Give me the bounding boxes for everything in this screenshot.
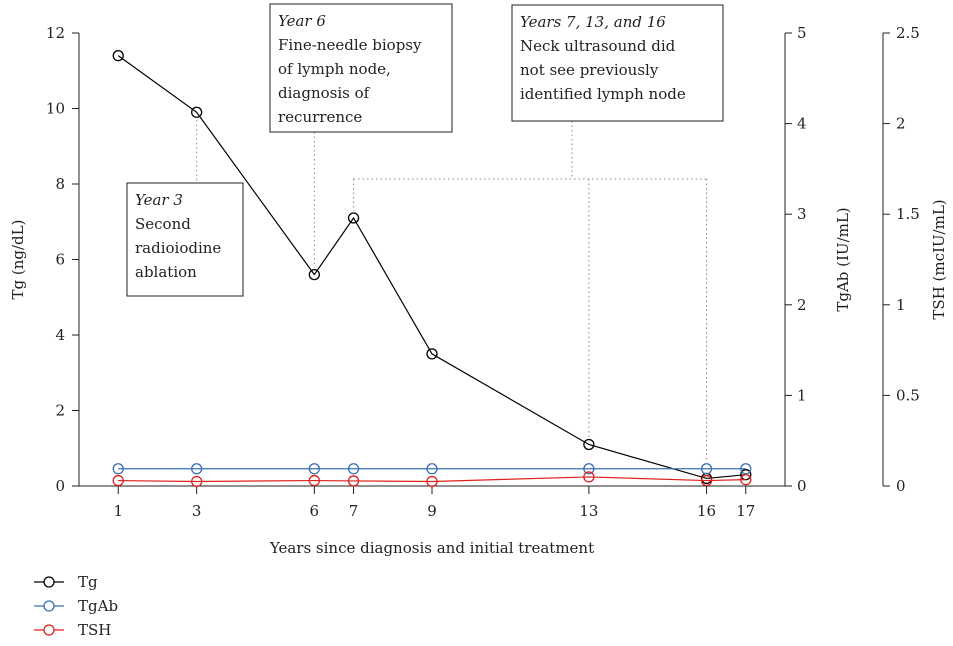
annotation-line: identified lymph node — [520, 85, 686, 103]
tg-line — [117, 55, 746, 480]
x-tick-label: 9 — [427, 502, 437, 520]
tsh-axis-title: TSH (mcIU/mL) — [930, 199, 948, 319]
tgab-point — [347, 463, 360, 475]
tg-axis-tick-label: 0 — [55, 477, 65, 495]
tgab-point — [308, 463, 320, 475]
tgab-point — [191, 463, 203, 475]
tg-point — [583, 438, 595, 451]
tg-point — [347, 212, 360, 224]
tsh-point — [583, 471, 595, 483]
tgab-point — [583, 463, 595, 475]
legend-swatch-marker — [43, 576, 55, 588]
annotation-line: recurrence — [278, 108, 362, 126]
annotation-line: of lymph node, — [278, 60, 391, 78]
tg-axis-tick-label: 4 — [55, 326, 65, 344]
x-tick-label: 16 — [697, 502, 716, 520]
legend-label: TgAb — [78, 597, 118, 615]
tsh-point — [191, 475, 203, 488]
tg-axis-tick-label: 8 — [55, 175, 65, 193]
annotation-title: Year 3 — [135, 191, 183, 209]
tsh-point — [426, 475, 438, 488]
tgab-axis-tick-label: 2 — [797, 296, 807, 314]
annotation-frame — [126, 182, 244, 297]
tg-point — [426, 348, 438, 360]
tgab-axis-title: TgAb (IU/mL) — [834, 207, 852, 311]
tg-point — [308, 268, 320, 281]
tgab-point — [700, 463, 713, 475]
legend-item-tgab: TgAb — [34, 597, 118, 615]
series-layer — [112, 50, 752, 488]
tg-axis-tick-label: 12 — [46, 24, 65, 42]
x-tick-label: 13 — [579, 502, 598, 520]
legend-swatch-marker — [43, 624, 55, 636]
tg-point — [191, 106, 203, 118]
annotation-line: not see previously — [520, 61, 659, 79]
legend: Tg TgAb TSH — [34, 573, 118, 639]
annotation-frame — [269, 3, 453, 133]
tsh-point — [740, 474, 752, 486]
tg-axis-tick-label: 6 — [55, 251, 65, 269]
x-tick-label: 3 — [192, 502, 202, 520]
tg-axis-title: Tg (ng/dL) — [9, 220, 27, 300]
annotation-line: Neck ultrasound did — [520, 37, 676, 55]
tsh-point — [112, 474, 124, 487]
annotation-line: diagnosis of — [278, 84, 371, 102]
x-axis-title: Years since diagnosis and initial treatm… — [269, 539, 594, 557]
annotation-box-1: Year 3 Second radioiodine ablation — [126, 182, 244, 297]
annotation-line: Second — [135, 215, 191, 233]
legend-item-tsh: TSH — [34, 621, 111, 639]
x-tick-label: 6 — [310, 502, 320, 520]
tgab-axis-tick-label: 5 — [797, 24, 807, 42]
annotation-box-2: Year 6 Fine-needle biopsy of lymph node, di… — [269, 3, 453, 133]
tgab-point — [740, 463, 752, 475]
annotation-line: radioiodine — [135, 239, 221, 257]
legend-item-tg: Tg — [34, 573, 98, 591]
annotation-box-3: Years 7, 13, and 16 Neck ultrasound did no… — [511, 4, 724, 122]
tgab-axis-tick-label: 1 — [797, 386, 807, 404]
legend-label: Tg — [78, 573, 98, 591]
tsh-point — [347, 475, 360, 487]
annotation-boxes: Year 3 Second radioiodine ablation Year 6 Fin… — [126, 3, 724, 297]
tgab-point — [112, 463, 124, 475]
tsh-axis-tick-label: 1 — [896, 296, 906, 314]
annotation-frame — [511, 4, 724, 122]
tg-axis-tick-label: 10 — [46, 100, 65, 118]
annotation-title: Years 7, 13, and 16 — [520, 13, 666, 31]
annotation-line: Fine-needle biopsy — [278, 36, 422, 54]
tsh-axis-tick-label: 2 — [896, 115, 906, 133]
annotation-line: ablation — [135, 263, 197, 281]
tgab-axis-tick-label: 3 — [797, 205, 807, 223]
tg-point — [112, 50, 124, 62]
tsh-axis-tick-label: 0.5 — [896, 386, 920, 404]
x-tick-label: 7 — [349, 502, 359, 520]
x-tick-label: 17 — [736, 502, 755, 520]
tsh-axis-tick-label: 1.5 — [896, 205, 920, 223]
legend-label: TSH — [78, 621, 111, 639]
legend-swatch-marker — [43, 600, 55, 612]
tgab-axis-tick-label: 0 — [797, 477, 807, 495]
tgab-point — [426, 463, 438, 475]
tsh-axis-tick-label: 2.5 — [896, 24, 920, 42]
annotation-guides — [196, 120, 708, 462]
tgab-axis-tick-label: 4 — [797, 115, 807, 133]
tsh-point — [308, 474, 320, 487]
annotation-title: Year 6 — [278, 12, 326, 30]
tg-axis-tick-label: 2 — [55, 402, 65, 420]
x-tick-label: 1 — [113, 502, 123, 520]
tsh-axis-tick-label: 0 — [896, 477, 906, 495]
tsh-point — [700, 474, 713, 487]
tsh-line — [118, 476, 746, 483]
